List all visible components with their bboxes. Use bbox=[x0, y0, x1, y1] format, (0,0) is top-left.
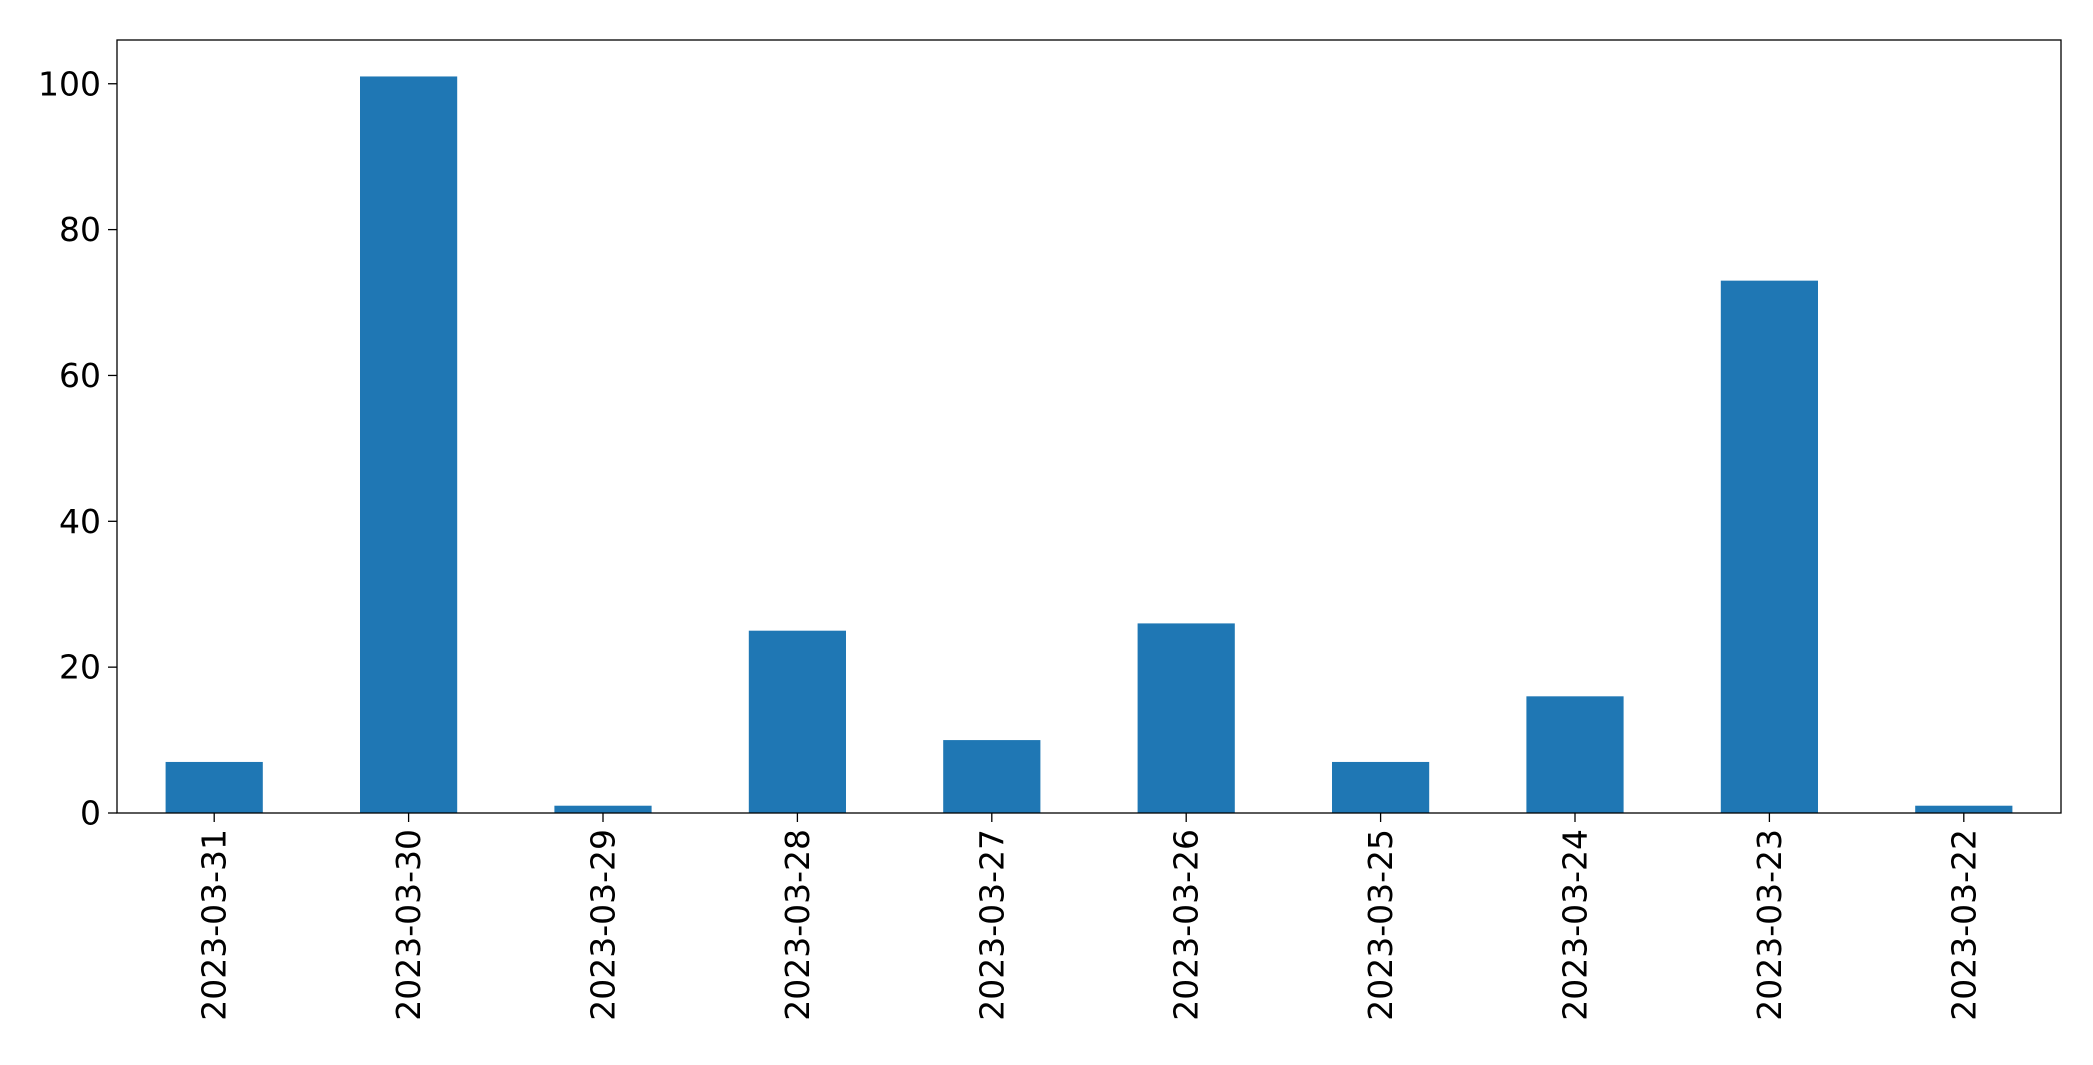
bar bbox=[943, 740, 1041, 813]
bar bbox=[1332, 761, 1430, 813]
x-tick-label: 2023-03-26 bbox=[1167, 829, 1206, 1021]
ticks-layer: 0 20 40 60 80 100 2023-03-31 2023-03-30 2023-03-… bbox=[38, 64, 1983, 1021]
bar bbox=[165, 761, 263, 813]
x-tick-label: 2023-03-29 bbox=[584, 829, 623, 1021]
y-tick-label: 40 bbox=[59, 502, 101, 541]
y-tick-label: 80 bbox=[59, 210, 101, 249]
bar bbox=[748, 630, 846, 813]
bar bbox=[1137, 623, 1235, 813]
bar bbox=[554, 805, 652, 813]
x-tick-label: 2023-03-27 bbox=[972, 829, 1011, 1021]
y-tick-label: 20 bbox=[59, 648, 101, 687]
y-tick-label: 0 bbox=[80, 794, 101, 833]
bar bbox=[1526, 696, 1624, 813]
x-tick-label: 2023-03-28 bbox=[778, 829, 817, 1021]
x-tick-label: 2023-03-23 bbox=[1750, 829, 1789, 1021]
axes-layer bbox=[116, 39, 2062, 814]
x-tick-label: 2023-03-24 bbox=[1556, 829, 1595, 1021]
bar bbox=[1915, 805, 2013, 813]
y-tick-label: 60 bbox=[59, 356, 101, 395]
x-tick-label: 2023-03-25 bbox=[1361, 829, 1400, 1021]
y-tick-label: 100 bbox=[38, 64, 101, 103]
bar bbox=[1720, 280, 1818, 813]
x-tick-label: 2023-03-22 bbox=[1944, 829, 1983, 1021]
bars-layer bbox=[165, 76, 2013, 813]
x-tick-label: 2023-03-31 bbox=[195, 829, 234, 1021]
x-tick-label: 2023-03-30 bbox=[389, 829, 428, 1021]
bar bbox=[360, 76, 458, 813]
plot-frame bbox=[116, 39, 2062, 814]
